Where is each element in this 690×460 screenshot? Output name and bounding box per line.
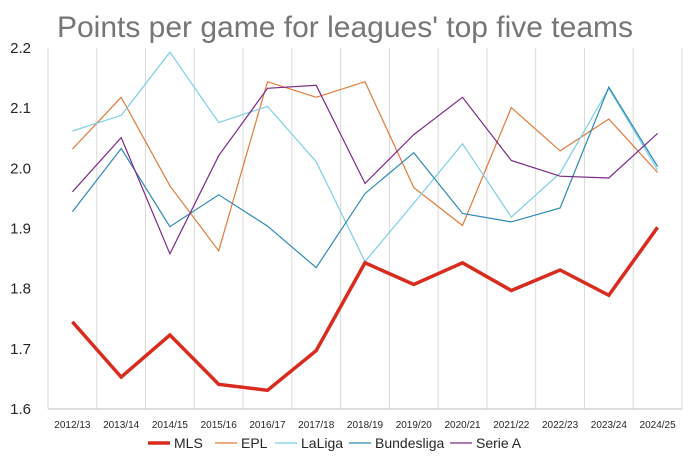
y-tick-label: 2.2 <box>10 40 31 57</box>
x-tick-label: 2024/25 <box>640 420 677 431</box>
legend-label-laliga: LaLiga <box>301 435 343 451</box>
x-tick-label: 2020/21 <box>444 420 481 431</box>
x-tick-label: 2014/15 <box>152 420 189 431</box>
y-tick-label: 2.0 <box>10 160 31 177</box>
legend-label-bundesliga: Bundesliga <box>375 435 444 451</box>
x-axis-ticks: 2012/13 2013/14 2014/15 2015/16 2016/17 2017/… <box>54 420 676 431</box>
x-tick-label: 2013/14 <box>103 420 140 431</box>
legend: MLS EPL LaLiga Bundesliga Serie A <box>148 435 522 451</box>
x-tick-label: 2017/18 <box>298 420 335 431</box>
x-tick-label: 2018/19 <box>347 420 384 431</box>
y-tick-label: 1.8 <box>10 281 31 298</box>
x-tick-label: 2023/24 <box>591 420 628 431</box>
y-tick-label: 1.9 <box>10 221 31 238</box>
legend-label-serie-a: Serie A <box>476 435 522 451</box>
series-lines <box>71 51 660 393</box>
x-tick-label: 2022/23 <box>542 420 579 431</box>
legend-label-mls: MLS <box>174 435 203 451</box>
y-axis-ticks: 1.6 1.7 1.8 1.9 2.0 2.1 2.2 <box>10 40 31 418</box>
legend-label-epl: EPL <box>241 435 268 451</box>
x-tick-label: 2015/16 <box>201 420 238 431</box>
x-tick-label: 2016/17 <box>249 420 286 431</box>
series-line-epl <box>71 80 659 253</box>
chart-title: Points per game for leagues' top five te… <box>57 11 633 44</box>
gridlines <box>47 48 683 410</box>
series-line-mls <box>71 226 660 393</box>
x-tick-label: 2012/13 <box>54 420 91 431</box>
y-tick-label: 1.6 <box>10 401 31 418</box>
y-tick-label: 2.1 <box>10 100 31 117</box>
x-tick-label: 2019/20 <box>396 420 433 431</box>
x-tick-label: 2021/22 <box>493 420 530 431</box>
series-line-bundesliga <box>71 85 659 269</box>
series-line-serie-a <box>71 84 659 256</box>
y-tick-label: 1.7 <box>10 341 31 358</box>
